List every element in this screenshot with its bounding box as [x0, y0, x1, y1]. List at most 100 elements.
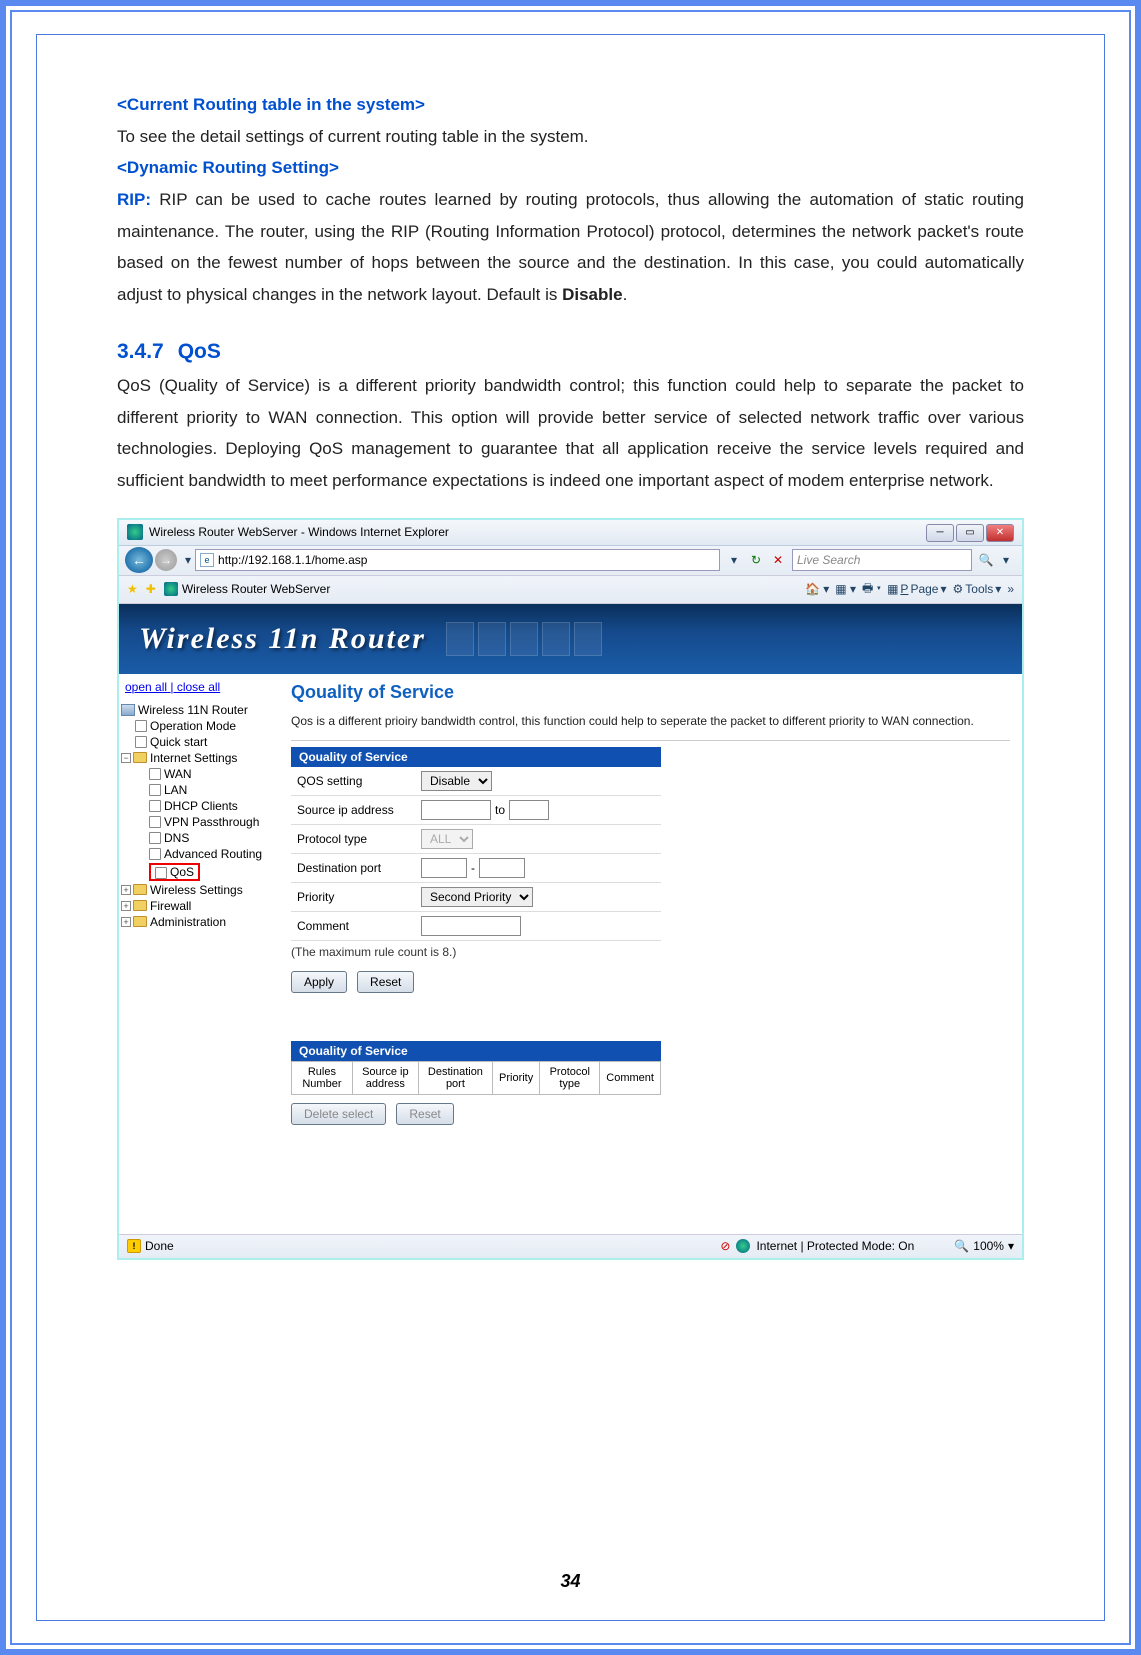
tree-qos[interactable]: QoS — [121, 862, 277, 882]
current-routing-body: To see the detail settings of current ro… — [117, 121, 1024, 152]
zoom-level: 100% — [973, 1239, 1004, 1253]
favorites-icon[interactable]: ★ — [127, 582, 138, 596]
reset-table-button[interactable]: Reset — [396, 1103, 453, 1125]
input-dest-from[interactable] — [421, 858, 467, 878]
refresh-button[interactable]: ↻ — [746, 550, 766, 570]
section-number: 3.4.7 — [117, 340, 164, 363]
search-button[interactable]: 🔍 — [976, 550, 996, 570]
th-comment: Comment — [600, 1061, 661, 1094]
url-input[interactable]: e http://192.168.1.1/home.asp — [195, 549, 720, 571]
page-description: Qos is a different prioiry bandwidth con… — [291, 713, 1010, 730]
tab-bar: ★ ✚ Wireless Router WebServer 🏠 ▾ ▦ ▾ 🖶 … — [119, 576, 1022, 604]
zoom-dropdown[interactable]: ▾ — [1008, 1239, 1014, 1253]
main-content: Qouality of Service Qos is a different p… — [279, 674, 1022, 1220]
section-heading: 3.4.7QoS — [117, 340, 1024, 364]
print-button[interactable]: 🖶 ▾ — [862, 579, 881, 600]
banner-text: Wireless 11n Router — [139, 622, 426, 656]
forward-button[interactable]: → — [155, 549, 177, 571]
tree-firewall[interactable]: +Firewall — [121, 898, 277, 914]
reset-button[interactable]: Reset — [357, 971, 414, 993]
tree-vpn[interactable]: VPN Passthrough — [121, 814, 277, 830]
feeds-button[interactable]: ▦ ▾ — [835, 582, 856, 596]
address-bar: ← → ▾ e http://192.168.1.1/home.asp ▾ ↻ … — [119, 546, 1022, 576]
th-protocol: Protocol type — [540, 1061, 600, 1094]
max-rule-note: (The maximum rule count is 8.) — [291, 941, 661, 963]
tools-menu[interactable]: ⚙ Tools ▾ — [953, 582, 1002, 596]
form-header: Qouality of Service — [291, 747, 661, 767]
window-title: Wireless Router WebServer - Windows Inte… — [149, 525, 449, 539]
row-source-ip: Source ip address to — [291, 796, 661, 825]
tree-internet-settings[interactable]: −Internet Settings — [121, 750, 277, 766]
label-source-ip: Source ip address — [291, 803, 421, 817]
row-dest-port: Destination port - — [291, 854, 661, 883]
search-dropdown[interactable]: ▾ — [996, 550, 1016, 570]
row-priority: Priority Second Priority — [291, 883, 661, 912]
th-priority: Priority — [493, 1061, 540, 1094]
page-menu[interactable]: ▦ PPage ▾ — [887, 582, 946, 596]
tree-adv-routing[interactable]: Advanced Routing — [121, 846, 277, 862]
status-zone: Internet | Protected Mode: On — [756, 1239, 914, 1253]
nav-sidebar: open all | close all Wireless 11N Router… — [119, 674, 279, 1220]
tab-page-icon — [164, 582, 178, 596]
select-protocol[interactable]: ALL — [421, 829, 473, 849]
select-qos-setting[interactable]: Disable — [421, 771, 492, 791]
input-comment[interactable] — [421, 916, 521, 936]
rip-label: RIP: — [117, 190, 151, 209]
tree-dhcp[interactable]: DHCP Clients — [121, 798, 277, 814]
warning-icon: ! — [127, 1239, 141, 1253]
url-text: http://192.168.1.1/home.asp — [218, 553, 367, 567]
dropdown-icon[interactable]: ▾ — [724, 550, 744, 570]
select-priority[interactable]: Second Priority — [421, 887, 533, 907]
tree-root[interactable]: Wireless 11N Router — [121, 702, 277, 718]
search-input[interactable]: Live Search — [792, 549, 972, 571]
table-header: Qouality of Service — [291, 1041, 661, 1061]
status-bar: ! Done ⊘ Internet | Protected Mode: On 🔍… — [119, 1234, 1022, 1258]
back-button[interactable]: ← — [125, 547, 153, 573]
window-titlebar: Wireless Router WebServer - Windows Inte… — [119, 520, 1022, 546]
dynamic-routing-title: <Dynamic Routing Setting> — [117, 158, 1024, 178]
tree-admin[interactable]: +Administration — [121, 914, 277, 930]
tree-dns[interactable]: DNS — [121, 830, 277, 846]
maximize-button[interactable]: ▭ — [956, 524, 984, 542]
delete-select-button[interactable]: Delete select — [291, 1103, 386, 1125]
home-button[interactable]: 🏠 ▾ — [805, 582, 829, 596]
page-number: 34 — [37, 1571, 1104, 1592]
label-qos-setting: QOS setting — [291, 774, 421, 788]
overflow-icon[interactable]: » — [1007, 582, 1014, 596]
qos-body: QoS (Quality of Service) is a different … — [117, 370, 1024, 496]
close-button[interactable]: ✕ — [986, 524, 1014, 542]
stop-button[interactable]: ✕ — [768, 550, 788, 570]
blocked-icon: ⊘ — [720, 1239, 730, 1253]
row-comment: Comment — [291, 912, 661, 941]
browser-screenshot: Wireless Router WebServer - Windows Inte… — [117, 518, 1024, 1260]
th-dest-port: Destination port — [418, 1061, 492, 1094]
th-source-ip: Source ip address — [352, 1061, 418, 1094]
tree-op-mode[interactable]: Operation Mode — [121, 718, 277, 734]
zoom-icon[interactable]: 🔍 — [954, 1239, 969, 1253]
row-qos-setting: QOS setting Disable — [291, 767, 661, 796]
globe-icon — [736, 1239, 750, 1253]
rip-paragraph: RIP: RIP can be used to cache routes lea… — [117, 184, 1024, 310]
input-source-ip-to[interactable] — [509, 800, 549, 820]
label-comment: Comment — [291, 919, 421, 933]
input-source-ip-from[interactable] — [421, 800, 491, 820]
input-dest-to[interactable] — [479, 858, 525, 878]
label-protocol: Protocol type — [291, 832, 421, 846]
page-icon: e — [200, 553, 214, 567]
rules-table: Rules Number Source ip address Destinati… — [291, 1061, 661, 1095]
row-protocol: Protocol type ALL — [291, 825, 661, 854]
rip-default: Disable — [562, 285, 622, 304]
label-dest-port: Destination port — [291, 861, 421, 875]
open-all-link[interactable]: open all — [125, 680, 167, 694]
tree-wan[interactable]: WAN — [121, 766, 277, 782]
page-heading: Qouality of Service — [291, 682, 1010, 703]
add-favorites-icon[interactable]: ✚ — [146, 582, 156, 596]
minimize-button[interactable]: ─ — [926, 524, 954, 542]
tab-document[interactable]: Wireless Router WebServer — [164, 582, 331, 596]
apply-button[interactable]: Apply — [291, 971, 347, 993]
label-priority: Priority — [291, 890, 421, 904]
close-all-link[interactable]: close all — [177, 680, 220, 694]
tree-lan[interactable]: LAN — [121, 782, 277, 798]
tree-wireless[interactable]: +Wireless Settings — [121, 882, 277, 898]
tree-quick-start[interactable]: Quick start — [121, 734, 277, 750]
